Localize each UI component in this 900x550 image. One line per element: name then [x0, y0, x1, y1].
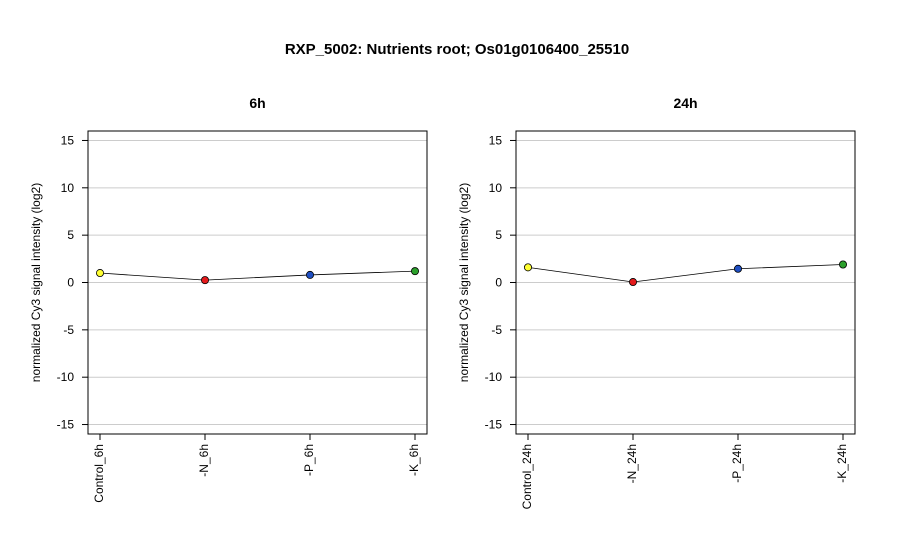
data-point--p-24h — [734, 264, 743, 273]
y-tick-label-24h-5: 10 — [489, 181, 503, 195]
y-tick-label-6h-0: -15 — [57, 418, 75, 432]
x-tick-label-6h-2: -P_6h — [302, 444, 316, 476]
x-tick-label-6h-0: Control_6h — [92, 444, 106, 503]
panel-title-24h: 24h — [673, 95, 697, 111]
panel-title-6h: 6h — [249, 95, 265, 111]
data-point--n-24h — [629, 278, 638, 287]
y-tick-label-6h-4: 5 — [67, 228, 74, 242]
y-tick-label-6h-6: 15 — [61, 133, 75, 147]
y-tick-label-24h-6: 15 — [489, 133, 503, 147]
series-line-24h — [527, 264, 844, 283]
y-tick-label-24h-0: -15 — [485, 418, 503, 432]
y-tick-label-24h-1: -10 — [485, 370, 503, 384]
y-tick-label-24h-4: 5 — [495, 228, 502, 242]
y-axis-label-6h: normalized Cy3 signal intensity (log2) — [29, 183, 43, 382]
x-tick-label-6h-3: -K_6h — [407, 444, 421, 476]
x-tick-label-24h-1: -N_24h — [625, 444, 639, 483]
y-tick-label-24h-2: -5 — [491, 323, 502, 337]
panel-24h: 24h -15 -10 -5 0 5 10 15 normalized Cy3 signal i… — [457, 95, 856, 509]
data-point--k-6h — [410, 267, 419, 276]
x-tick-label-24h-0: Control_24h — [520, 444, 534, 509]
series-line-6h — [99, 270, 416, 281]
y-tick-label-6h-5: 10 — [61, 181, 75, 195]
data-point--n-6h — [200, 276, 209, 285]
panel-6h: 6h -15 -10 -5 0 5 10 15 normalized Cy3 signal in… — [29, 95, 428, 503]
data-point-control-6h — [96, 269, 105, 278]
y-axis-label-24h: normalized Cy3 signal intensity (log2) — [457, 183, 471, 382]
y-tick-label-6h-3: 0 — [67, 276, 74, 290]
data-point--p-6h — [305, 270, 314, 279]
y-tick-label-6h-1: -10 — [57, 370, 75, 384]
x-tick-label-24h-3: -K_24h — [835, 444, 849, 483]
y-tick-label-24h-3: 0 — [495, 276, 502, 290]
x-tick-label-24h-2: -P_24h — [730, 444, 744, 483]
figure-title: RXP_5002: Nutrients root; Os01g0106400_2… — [285, 41, 629, 58]
data-point-control-24h — [524, 263, 533, 272]
x-tick-label-6h-1: -N_6h — [197, 444, 211, 477]
y-tick-label-6h-2: -5 — [63, 323, 74, 337]
data-point--k-24h — [839, 260, 848, 269]
